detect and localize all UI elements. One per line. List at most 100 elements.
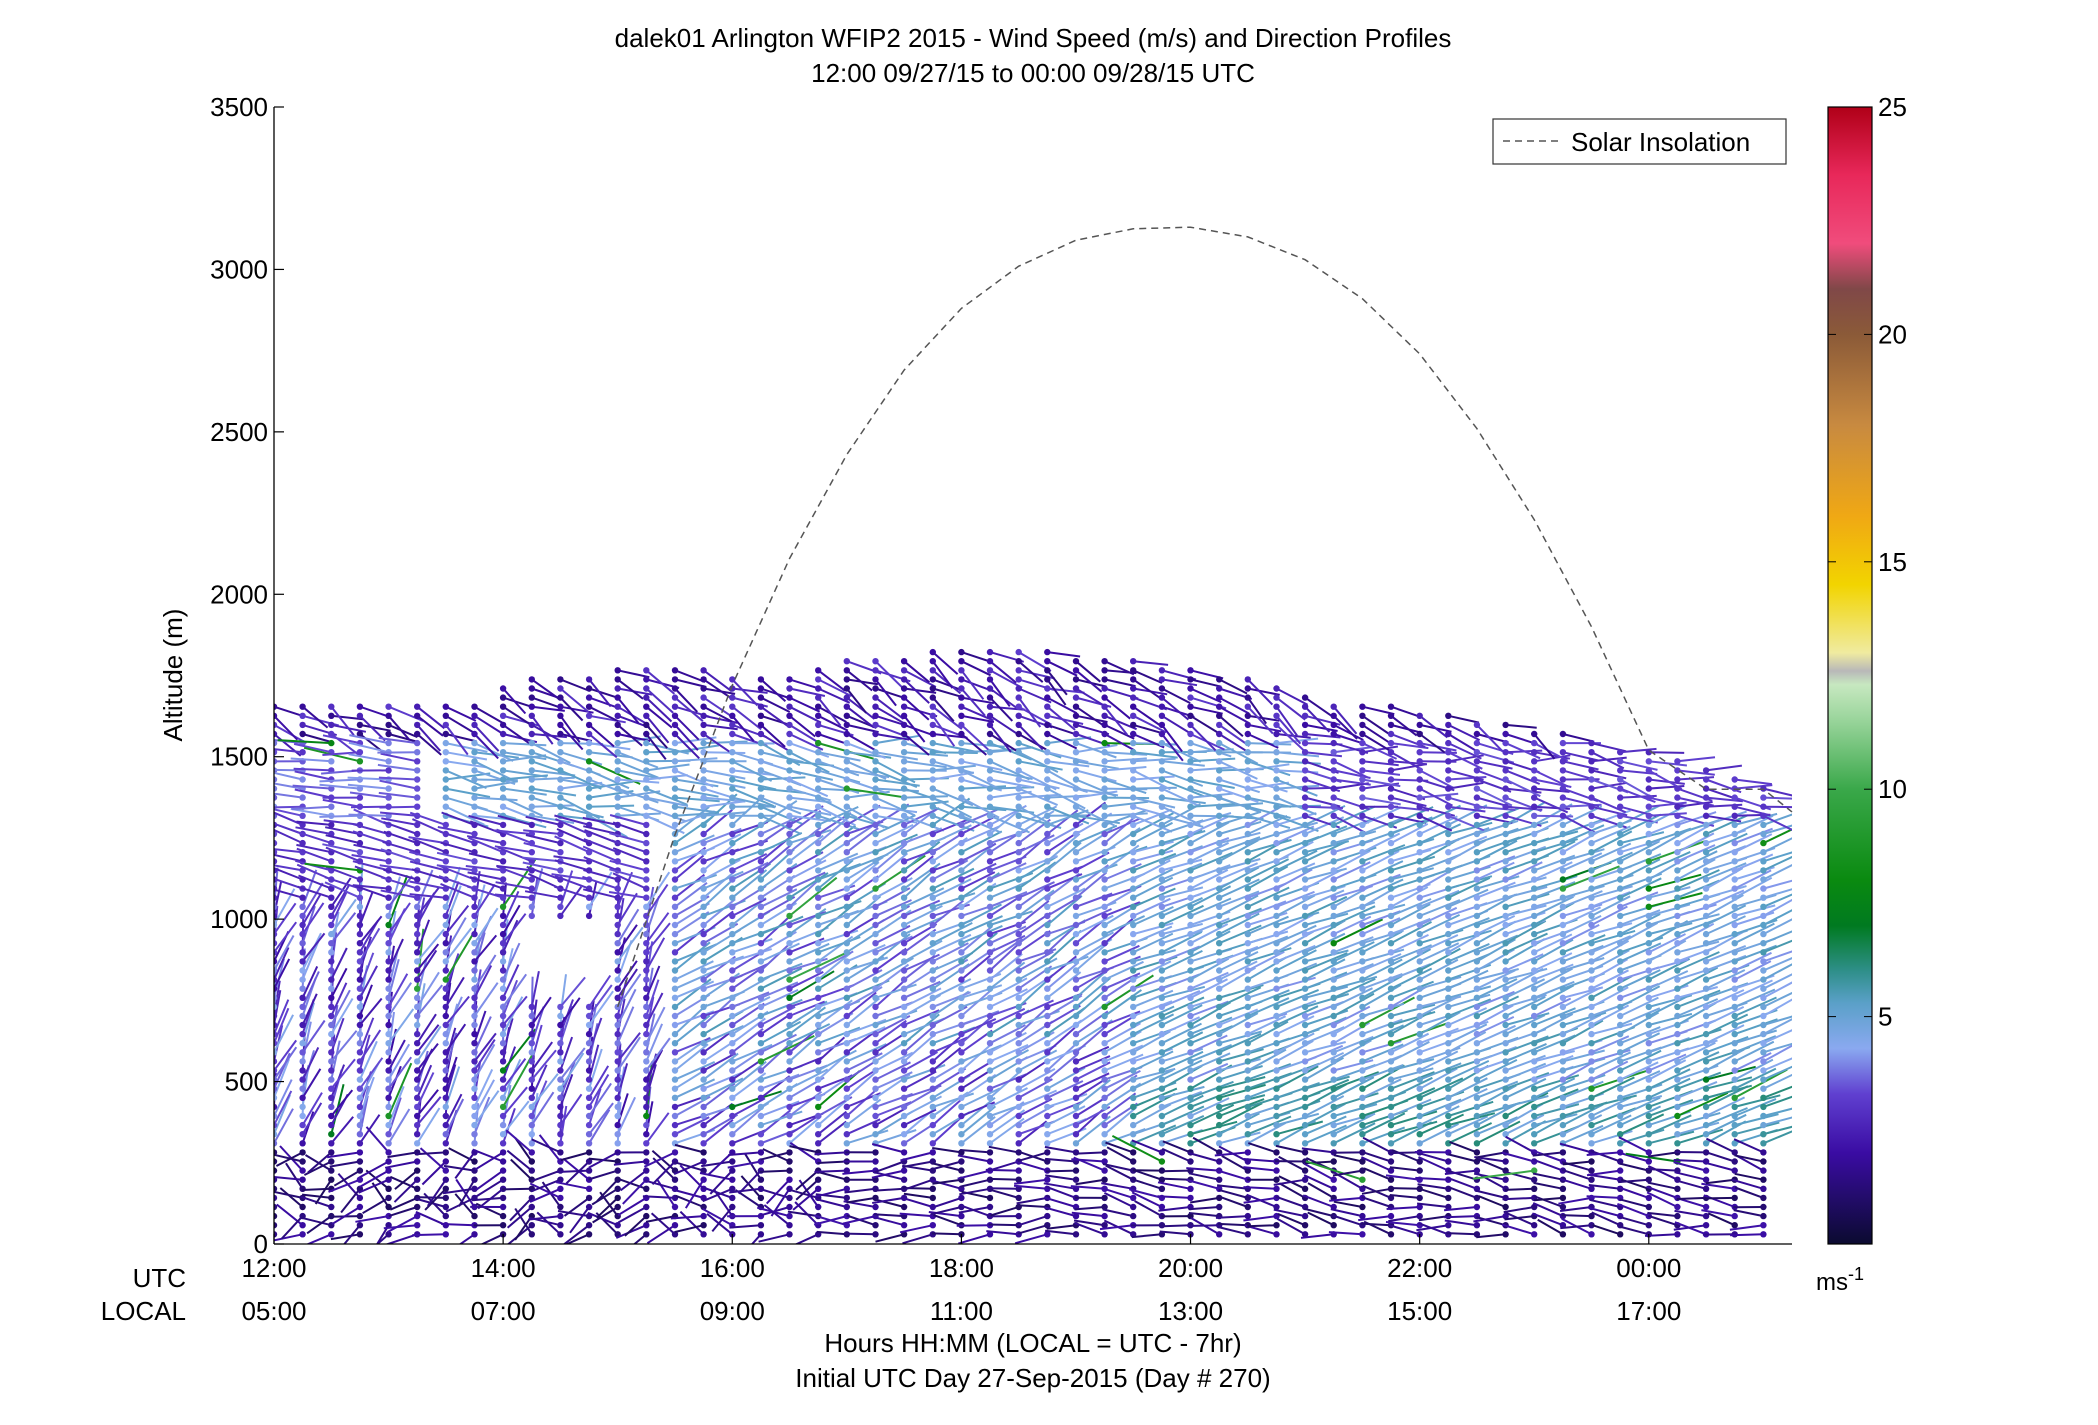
wind-barb-dot [356,1040,364,1047]
wind-barb-dot [929,648,936,656]
wind-barb-dot [786,1067,793,1074]
wind-barb-dot [414,703,421,710]
wind-barb-dot [1387,739,1395,747]
wind-barb-dot [585,1067,593,1074]
wind-barb-dot [729,1158,736,1165]
wind-barb-dot [1301,758,1309,765]
wind-barb [274,1094,291,1135]
wind-barb-dot [671,1121,679,1129]
wind-barb [378,791,418,799]
wind-barb-dot [1187,994,1194,1001]
wind-barb [1104,845,1148,863]
wind-barb-dot [471,1040,478,1047]
wind-barb [416,705,446,730]
wind-barb-dot [1044,730,1051,738]
wind-barb-dot [1072,685,1080,692]
wind-barb-dot [1187,1185,1194,1193]
wind-barb-dot [356,1121,364,1129]
wind-barb-dot [1072,694,1080,701]
wind-barb-dot [328,721,335,729]
wind-barb [1218,1188,1249,1199]
wind-barb-dot [1130,767,1137,774]
wind-barb-dot [786,858,793,865]
wind-barb-dot [671,994,679,1001]
wind-barb-dot [786,794,793,801]
wind-barb [702,910,734,935]
wind-barb-dot [671,1049,679,1056]
wind-barb-dot [1101,912,1108,920]
wind-barb-dot [557,685,564,692]
wind-barb [1247,1063,1292,1081]
wind-barb [365,1169,390,1190]
wind-barb [523,842,561,854]
wind-barb-dot [1330,1067,1337,1074]
wind-barb-dot [499,767,507,774]
wind-barb-dot [1015,676,1022,683]
wind-barb-dot [1301,1231,1309,1238]
wind-barb [817,1120,847,1145]
wind-barb-dot [1158,821,1166,829]
wind-barb-dot [1330,794,1337,801]
wind-barb-dot [986,739,994,747]
wind-barb [274,748,303,754]
wind-barb-dot [1359,1021,1366,1029]
wind-barb [1276,778,1318,797]
wind-barb-dot [729,1076,736,1083]
wind-barb-dot [356,849,364,856]
wind-barb [473,954,497,990]
wind-barb-dot [471,1140,478,1147]
wind-barb [297,885,332,899]
wind-barb-dot [1130,921,1137,929]
wind-barb [468,852,504,863]
wind-barb-dot [643,867,650,874]
wind-barb-dot [1130,894,1137,901]
wind-barb-dot [1130,903,1137,910]
wind-barb-dot [1301,1185,1309,1193]
wind-barb [503,742,547,747]
wind-barb-dot [643,1040,650,1047]
wind-barb [645,705,673,729]
wind-barb-dot [528,749,535,756]
wind-barb-dot [1044,1131,1051,1138]
wind-barb-dot [900,1030,908,1038]
wind-barb-dot [757,1112,765,1120]
wind-barb-dot [900,930,908,938]
wind-barb [1304,952,1348,972]
wind-barb-dot [1158,1067,1166,1074]
wind-barb [1132,1069,1174,1090]
wind-barb [1190,1120,1238,1136]
wind-barb-dot [643,739,650,747]
wind-barb-dot [1301,976,1309,983]
wind-barb-dot [356,1112,364,1120]
wind-barb-dot [843,958,850,965]
wind-barb-dot [274,739,278,747]
wind-barb [530,996,552,1026]
wind-barb-dot [1273,812,1280,819]
wind-barb-dot [274,1058,278,1065]
wind-barb-dot [815,1085,822,1092]
wind-barb-dot [1101,1049,1108,1056]
wind-barb-dot [471,1085,478,1092]
wind-barb-dot [1273,1058,1280,1065]
wind-barb [788,907,827,935]
wind-barb-dot [929,921,936,929]
wind-barb-dot [1359,1049,1366,1056]
wind-barb [290,757,332,763]
wind-barb-dot [1130,1203,1137,1211]
wind-barb [1132,852,1177,872]
wind-barb-dot [1216,1231,1223,1238]
wind-barb-dot [499,967,507,974]
wind-barb [1218,1222,1248,1227]
wind-barb-dot [614,767,621,774]
wind-barb [989,1043,1029,1063]
wind-barb [330,898,357,935]
wind-barb [510,1158,533,1181]
wind-barb-dot [1387,749,1395,756]
wind-barb-dot [1244,1076,1252,1083]
wind-barb-dot [1273,1103,1280,1111]
wind-barb [551,873,590,881]
wind-barb-dot [700,767,707,774]
wind-barb-dot [700,858,707,865]
wind-barb [274,842,275,844]
wind-barb-dot [1330,921,1337,929]
